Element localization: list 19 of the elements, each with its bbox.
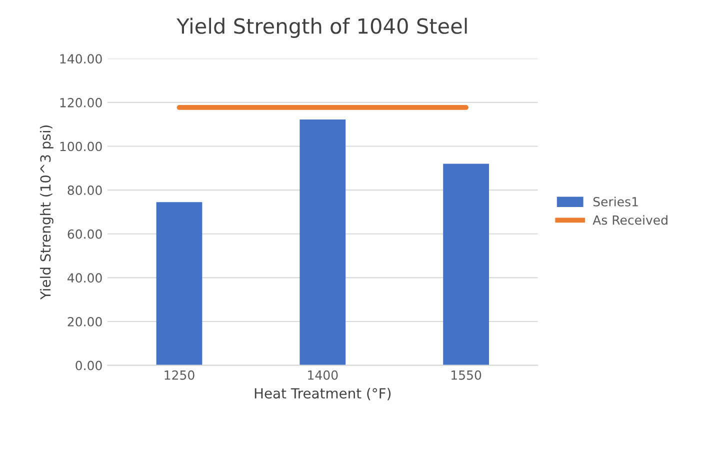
y-tick-label: 80.00 xyxy=(68,186,102,195)
y-tick-label: 0.00 xyxy=(76,360,102,370)
bar xyxy=(156,202,202,366)
x-tick-label: 1550 xyxy=(452,370,482,380)
legend-label: As Received xyxy=(592,215,668,225)
y-tick-label: 120.00 xyxy=(60,98,102,108)
y-tick-label: 40.00 xyxy=(68,273,102,283)
x-tick-label: 1250 xyxy=(164,370,194,380)
y-tick-label: 20.00 xyxy=(68,316,102,326)
x-tick-label: 1400 xyxy=(308,370,338,380)
y-tick-label: 100.00 xyxy=(60,142,102,152)
chart-title: Yield Strength of 1040 Steel xyxy=(176,18,467,38)
y-tick-label: 140.00 xyxy=(60,54,102,64)
x-axis-title: Heat Treatment (°F) xyxy=(254,388,391,400)
bar xyxy=(443,164,489,366)
y-axis-title: Yield Strenght (10^3 psi) xyxy=(40,126,54,300)
legend-label: Series1 xyxy=(593,196,638,206)
bar xyxy=(300,120,346,366)
y-tick-label: 60.00 xyxy=(68,229,102,239)
